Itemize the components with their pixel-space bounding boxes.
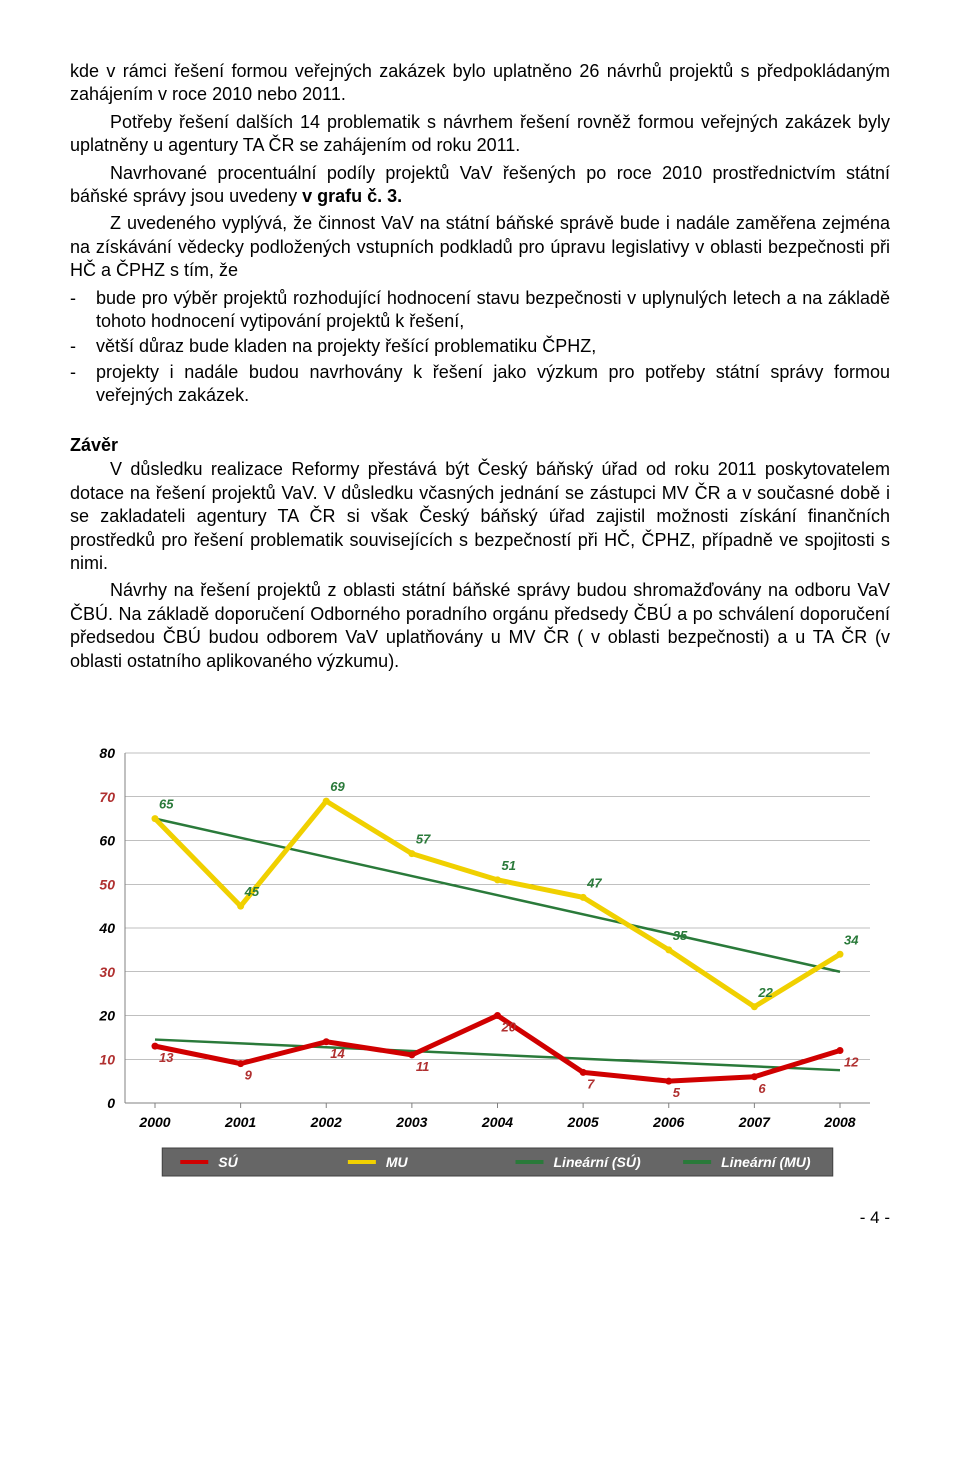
svg-text:65: 65 <box>159 797 174 812</box>
svg-text:5: 5 <box>673 1085 681 1100</box>
svg-text:7: 7 <box>587 1076 595 1091</box>
svg-text:20: 20 <box>98 1007 115 1023</box>
svg-text:80: 80 <box>99 745 115 761</box>
svg-text:11: 11 <box>416 1059 430 1074</box>
svg-text:2000: 2000 <box>138 1114 170 1130</box>
svg-text:45: 45 <box>244 884 260 899</box>
svg-text:2008: 2008 <box>823 1114 855 1130</box>
paragraph: Z uvedeného vyplývá, že činnost VaV na s… <box>70 212 890 282</box>
svg-text:47: 47 <box>586 875 602 890</box>
bold-ref: v grafu č. 3. <box>302 186 402 206</box>
svg-text:2002: 2002 <box>310 1114 342 1130</box>
svg-text:2005: 2005 <box>567 1114 599 1130</box>
document-page: kde v rámci řešení formou veřejných zaká… <box>0 0 960 1268</box>
bullet-item: projekty i nadále budou navrhovány k řeš… <box>70 361 890 408</box>
svg-text:Lineární (MU): Lineární (MU) <box>721 1154 811 1170</box>
svg-text:0: 0 <box>107 1095 115 1111</box>
svg-text:MU: MU <box>386 1154 409 1170</box>
svg-text:60: 60 <box>99 832 115 848</box>
line-chart: 0 10 20 30 40 50 60 70 80 2000 2001 2002 2003 2004 200… <box>70 733 890 1183</box>
svg-text:22: 22 <box>757 985 773 1000</box>
svg-text:2003: 2003 <box>395 1114 427 1130</box>
svg-text:14: 14 <box>330 1046 345 1061</box>
paragraph: kde v rámci řešení formou veřejných zaká… <box>70 60 890 107</box>
svg-text:57: 57 <box>416 832 431 847</box>
svg-text:40: 40 <box>98 920 115 936</box>
paragraph: V důsledku realizace Reformy přestává bý… <box>70 458 890 575</box>
svg-text:10: 10 <box>99 1051 115 1067</box>
svg-text:2004: 2004 <box>481 1114 513 1130</box>
svg-text:30: 30 <box>99 964 115 980</box>
svg-text:20: 20 <box>501 1019 517 1034</box>
svg-text:SÚ: SÚ <box>218 1153 238 1170</box>
svg-text:2006: 2006 <box>652 1114 684 1130</box>
svg-text:34: 34 <box>844 932 859 947</box>
chart-container: 0 10 20 30 40 50 60 70 80 2000 2001 2002 2003 2004 200… <box>70 733 890 1188</box>
svg-text:12: 12 <box>844 1054 859 1069</box>
svg-text:70: 70 <box>99 789 115 805</box>
svg-text:51: 51 <box>502 858 516 873</box>
svg-text:9: 9 <box>245 1068 253 1083</box>
paragraph: Navrhované procentuální podíly projektů … <box>70 162 890 209</box>
svg-text:6: 6 <box>758 1081 766 1096</box>
bullet-list: bude pro výběr projektů rozhodující hodn… <box>70 287 890 408</box>
svg-text:50: 50 <box>99 876 115 892</box>
svg-text:2007: 2007 <box>738 1114 771 1130</box>
svg-text:35: 35 <box>673 928 688 943</box>
text-run: Navrhované procentuální podíly projektů … <box>70 163 890 206</box>
svg-text:13: 13 <box>159 1050 174 1065</box>
section-heading: Závěr <box>70 435 890 456</box>
paragraph: Návrhy na řešení projektů z oblasti stát… <box>70 579 890 673</box>
bullet-item: bude pro výběr projektů rozhodující hodn… <box>70 287 890 334</box>
svg-text:69: 69 <box>330 779 345 794</box>
paragraph: Potřeby řešení dalších 14 problematik s … <box>70 111 890 158</box>
svg-text:Lineární (SÚ): Lineární (SÚ) <box>554 1153 641 1170</box>
page-number: - 4 - <box>70 1208 890 1228</box>
svg-text:2001: 2001 <box>224 1114 256 1130</box>
bullet-item: větší důraz bude kladen na projekty řeší… <box>70 335 890 358</box>
